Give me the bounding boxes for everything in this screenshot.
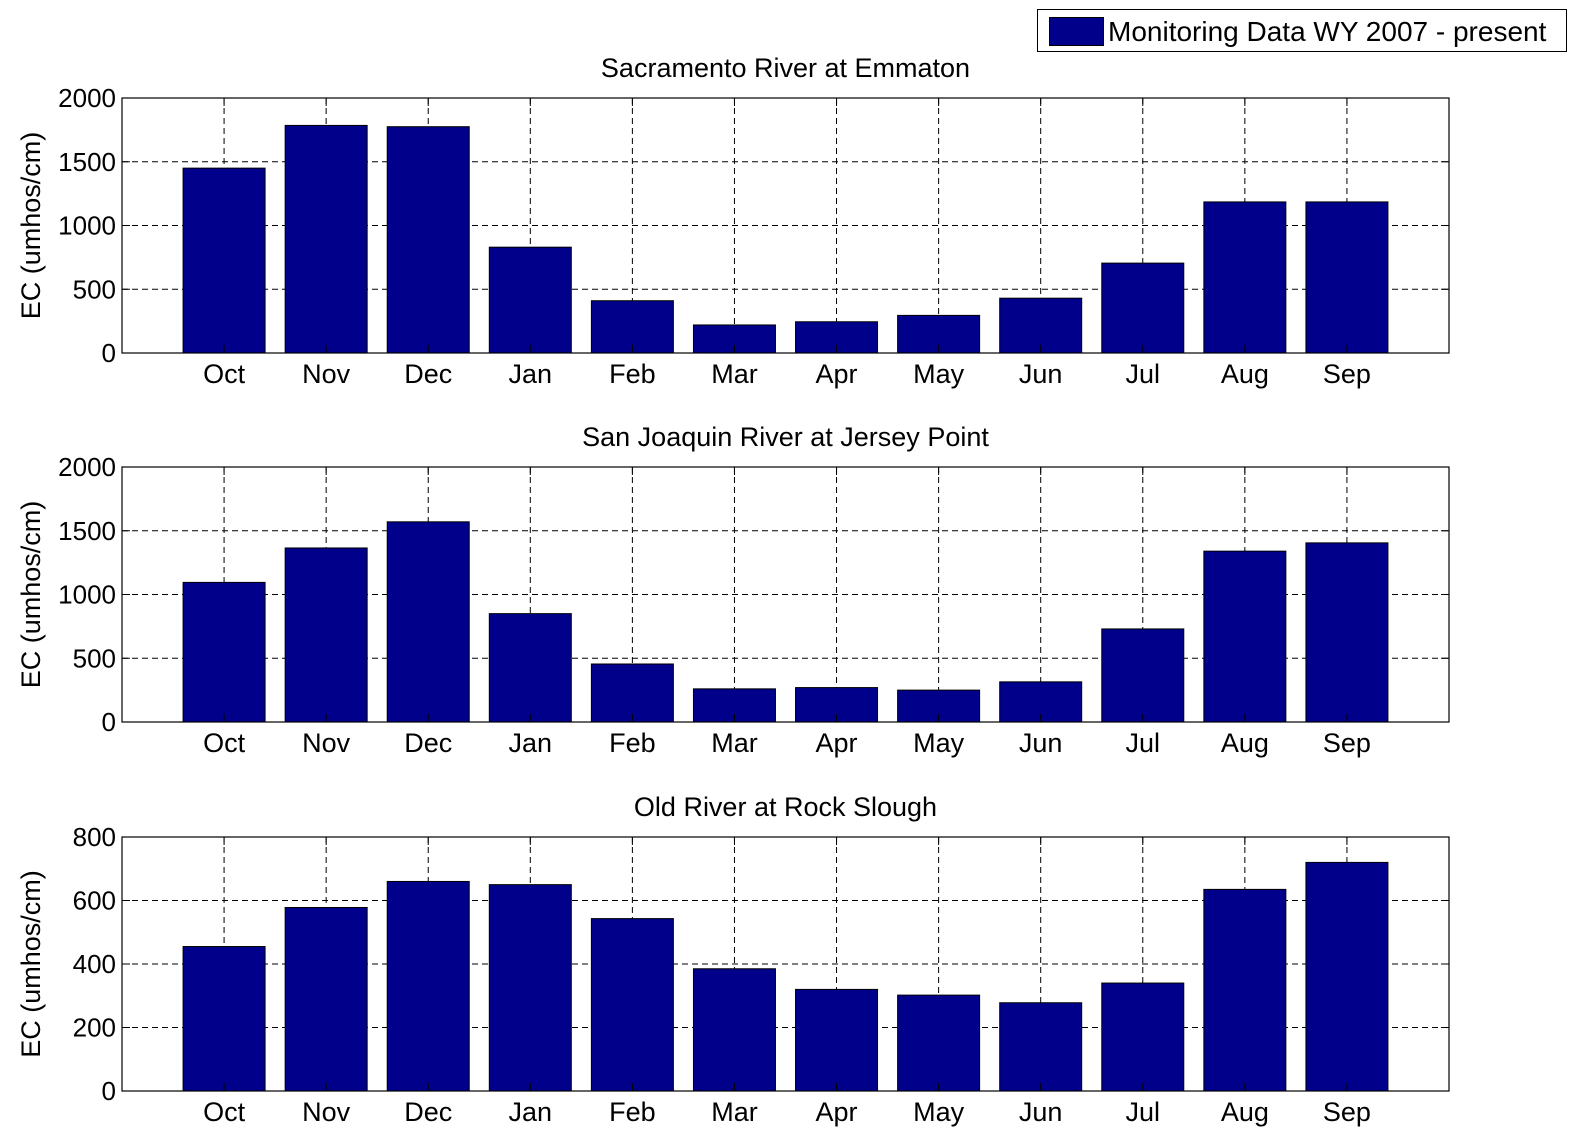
x-tick-label: Jul — [1126, 359, 1161, 389]
bar-dec — [386, 880, 470, 1092]
bar-nov — [284, 906, 368, 1092]
bar-dec — [386, 521, 470, 723]
y-tick-label: 1500 — [58, 147, 116, 177]
bar-sep — [1305, 542, 1389, 723]
x-tick-label: Jun — [1019, 359, 1063, 389]
x-tick-label: Sep — [1323, 359, 1371, 389]
y-tick-label: 500 — [73, 643, 116, 673]
x-tick-label: Jan — [509, 1097, 553, 1127]
x-tick-label: Jan — [509, 359, 553, 389]
x-tick-label: May — [913, 1097, 965, 1127]
x-tick-label: Feb — [609, 359, 656, 389]
y-tick-label: 1500 — [58, 516, 116, 546]
x-tick-label: May — [913, 728, 965, 758]
legend: Monitoring Data WY 2007 - present — [1037, 9, 1567, 52]
x-tick-label: Oct — [203, 359, 246, 389]
x-tick-label: Sep — [1323, 728, 1371, 758]
bar-jul — [1101, 262, 1185, 354]
bar-apr — [795, 988, 879, 1092]
x-tick-label: Aug — [1221, 728, 1269, 758]
x-tick-label: Mar — [711, 728, 758, 758]
bar-nov — [284, 547, 368, 723]
y-tick-label: 1000 — [58, 580, 116, 610]
x-tick-label: Dec — [404, 728, 452, 758]
chart-panel-2: 0 500 1000 1500 2000 Oct Nov Dec Jan Feb Mar Apr May… — [16, 422, 1450, 758]
x-tick-label: Mar — [711, 1097, 758, 1127]
bar-jul — [1101, 628, 1185, 723]
bar-aug — [1203, 888, 1287, 1092]
bar-dec — [386, 126, 470, 354]
y-tick-label: 600 — [73, 886, 116, 916]
y-tick-label: 1000 — [58, 211, 116, 241]
x-tick-label: Apr — [816, 359, 858, 389]
y-tick-label: 0 — [102, 338, 116, 368]
bar-feb — [590, 663, 674, 723]
x-tick-label: Jun — [1019, 1097, 1063, 1127]
y-tick-label: 2000 — [58, 83, 116, 113]
bar-jan — [488, 613, 572, 723]
x-tick-label: Jul — [1126, 728, 1161, 758]
x-tick-label: Oct — [203, 1097, 246, 1127]
x-tick-label: Dec — [404, 359, 452, 389]
y-tick-label: 200 — [73, 1013, 116, 1043]
bar-oct — [182, 946, 266, 1092]
y-tick-label: 800 — [73, 822, 116, 852]
x-tick-label: Apr — [816, 1097, 858, 1127]
y-axis-label: EC (umhos/cm) — [16, 501, 46, 689]
x-tick-label: Aug — [1221, 359, 1269, 389]
y-tick-label: 0 — [102, 1076, 116, 1106]
x-tick-label: Jun — [1019, 728, 1063, 758]
chart-title: Old River at Rock Slough — [634, 792, 937, 822]
y-axis-label: EC (umhos/cm) — [16, 132, 46, 320]
x-tick-label: Nov — [302, 359, 351, 389]
chart-title: San Joaquin River at Jersey Point — [582, 422, 989, 452]
chart-panel-1: 0 500 1000 1500 2000 Oct Nov Dec Jan Feb Mar Apr May… — [16, 53, 1450, 389]
chart-panel-3: 0 200 400 600 800 Oct Nov Dec Jan Feb Mar Apr May Jun… — [16, 792, 1450, 1127]
bar-feb — [590, 300, 674, 354]
legend-label: Monitoring Data WY 2007 - present — [1108, 16, 1547, 47]
x-tick-label: Feb — [609, 1097, 656, 1127]
x-tick-label: Jul — [1126, 1097, 1161, 1127]
x-tick-label: Oct — [203, 728, 246, 758]
y-tick-label: 0 — [102, 707, 116, 737]
x-tick-label: Feb — [609, 728, 656, 758]
bar-aug — [1203, 550, 1287, 723]
x-tick-label: May — [913, 359, 965, 389]
y-axis-label: EC (umhos/cm) — [16, 870, 46, 1058]
bar-jan — [488, 246, 572, 354]
bar-jun — [999, 297, 1083, 354]
x-tick-label: Jan — [509, 728, 553, 758]
bar-may — [897, 994, 981, 1092]
legend-swatch — [1049, 17, 1104, 46]
bar-jun — [999, 1002, 1083, 1092]
y-tick-label: 2000 — [58, 452, 116, 482]
x-tick-label: Apr — [816, 728, 858, 758]
x-tick-label: Nov — [302, 728, 351, 758]
y-tick-label: 500 — [73, 274, 116, 304]
bar-oct — [182, 581, 266, 723]
bar-jul — [1101, 982, 1185, 1092]
x-tick-label: Aug — [1221, 1097, 1269, 1127]
x-tick-label: Dec — [404, 1097, 452, 1127]
bar-mar — [692, 968, 776, 1092]
bar-feb — [590, 918, 674, 1092]
chart-title: Sacramento River at Emmaton — [601, 53, 970, 83]
bar-oct — [182, 167, 266, 354]
x-tick-label: Mar — [711, 359, 758, 389]
bar-aug — [1203, 201, 1287, 354]
y-tick-label: 400 — [73, 949, 116, 979]
x-tick-label: Nov — [302, 1097, 351, 1127]
bar-sep — [1305, 201, 1389, 354]
bar-nov — [284, 124, 368, 354]
bar-sep — [1305, 861, 1389, 1092]
x-tick-label: Sep — [1323, 1097, 1371, 1127]
bar-jan — [488, 884, 572, 1092]
